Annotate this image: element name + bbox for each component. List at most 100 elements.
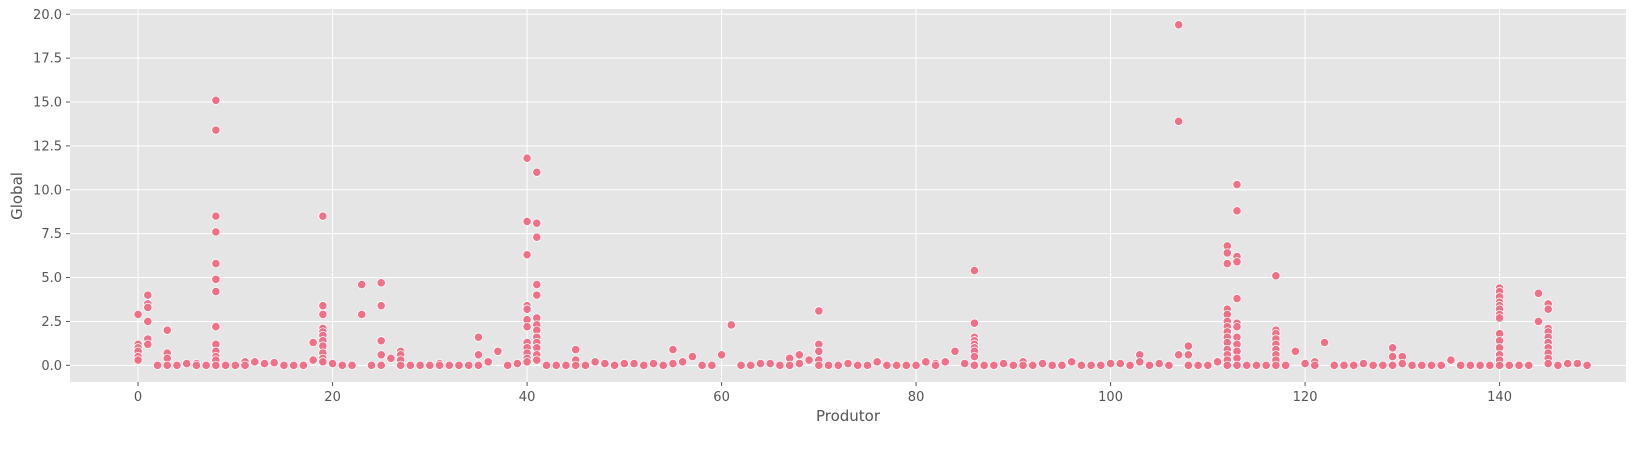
grid xyxy=(70,9,1626,382)
data-point xyxy=(1475,360,1485,370)
data-point xyxy=(969,351,980,362)
data-point xyxy=(1494,360,1505,370)
data-point xyxy=(318,357,328,367)
data-point xyxy=(162,325,172,335)
data-point xyxy=(1417,360,1427,370)
data-point xyxy=(357,279,367,290)
data-point xyxy=(1251,360,1262,370)
data-point xyxy=(998,358,1009,369)
data-point xyxy=(1203,360,1213,370)
data-point xyxy=(1086,360,1096,370)
data-point xyxy=(794,358,804,369)
data-point xyxy=(522,322,532,332)
data-point xyxy=(755,358,766,369)
data-point xyxy=(1242,360,1252,370)
data-point xyxy=(561,360,571,370)
data-point xyxy=(609,360,620,370)
data-point xyxy=(960,358,970,369)
data-point xyxy=(376,360,386,370)
data-point xyxy=(1174,116,1184,126)
data-point xyxy=(1485,360,1495,370)
data-point xyxy=(211,211,221,221)
data-point xyxy=(950,346,960,356)
data-point xyxy=(1349,360,1359,370)
data-point xyxy=(619,358,629,369)
data-point xyxy=(775,360,785,370)
data-point xyxy=(658,360,668,370)
data-point xyxy=(1232,322,1242,332)
plot-background xyxy=(70,9,1626,382)
data-point xyxy=(687,351,698,362)
data-point xyxy=(473,332,484,342)
data-point xyxy=(1183,360,1193,370)
data-point xyxy=(1008,360,1018,370)
data-point xyxy=(814,306,824,316)
x-axis-ticks: 0 20 40 60 80 100 120 140 xyxy=(134,382,1512,405)
data-point xyxy=(473,350,484,360)
data-point xyxy=(785,360,795,370)
data-point xyxy=(1543,304,1553,314)
data-point xyxy=(1232,206,1242,216)
data-point xyxy=(522,357,532,367)
data-point xyxy=(376,350,386,360)
data-point xyxy=(1096,360,1106,370)
data-point xyxy=(522,216,532,226)
y-tick-label: 7.5 xyxy=(41,227,62,242)
data-point xyxy=(1456,360,1466,370)
data-point xyxy=(629,358,639,369)
data-point xyxy=(1271,271,1281,281)
data-point xyxy=(901,360,911,370)
data-point xyxy=(308,355,318,365)
y-tick-label: 17.5 xyxy=(33,52,62,67)
data-point xyxy=(133,309,143,320)
x-axis-label: Produtor xyxy=(816,407,881,425)
data-point xyxy=(1358,358,1369,369)
y-tick-label: 15.0 xyxy=(33,96,62,111)
data-point xyxy=(1047,360,1057,370)
data-point xyxy=(1563,358,1573,369)
data-point xyxy=(1388,360,1398,370)
data-point xyxy=(814,360,824,370)
data-point xyxy=(1514,360,1524,370)
data-point xyxy=(366,360,377,370)
data-point xyxy=(503,360,513,370)
data-points xyxy=(133,20,1592,370)
data-point xyxy=(532,279,542,290)
data-point xyxy=(1183,350,1193,360)
data-point xyxy=(580,360,591,370)
y-tick-label: 5.0 xyxy=(41,271,62,286)
data-point xyxy=(940,357,950,367)
data-point xyxy=(1232,257,1242,267)
data-point xyxy=(1135,357,1145,367)
data-point xyxy=(289,360,299,370)
x-tick-label: 100 xyxy=(1098,390,1123,405)
data-point xyxy=(1212,357,1223,367)
data-point xyxy=(1543,358,1553,369)
data-point xyxy=(804,355,814,365)
data-point xyxy=(1174,20,1184,30)
x-tick-label: 20 xyxy=(324,390,341,405)
x-tick-label: 120 xyxy=(1293,390,1318,405)
data-point xyxy=(571,344,581,355)
data-point xyxy=(794,350,804,360)
y-tick-label: 20.0 xyxy=(33,8,62,23)
data-point xyxy=(639,360,649,370)
data-point xyxy=(279,360,289,370)
data-point xyxy=(1524,360,1534,370)
data-point xyxy=(1057,360,1067,370)
data-point xyxy=(191,360,202,370)
data-point xyxy=(882,360,892,370)
data-point xyxy=(522,304,532,314)
data-point xyxy=(172,360,182,370)
data-point xyxy=(678,357,688,367)
data-point xyxy=(425,360,435,370)
data-point xyxy=(376,336,386,346)
data-point xyxy=(1436,360,1446,370)
data-point xyxy=(201,360,211,370)
data-point xyxy=(551,360,561,370)
data-point xyxy=(1426,360,1437,370)
data-point xyxy=(337,360,347,370)
data-point xyxy=(697,360,707,370)
data-point xyxy=(872,357,882,367)
